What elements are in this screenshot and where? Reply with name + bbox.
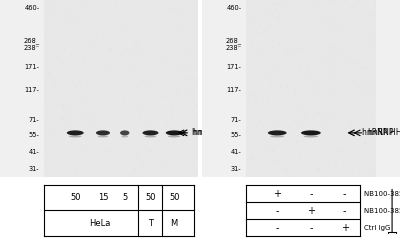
Ellipse shape [121,135,128,138]
Text: 31-: 31- [29,166,40,172]
Text: 55-: 55- [231,132,242,138]
Text: -: - [309,223,313,233]
Text: -: - [343,189,346,199]
Text: 50: 50 [169,193,180,202]
Bar [246,0,376,177]
Text: 71-: 71- [231,117,242,123]
Text: 50: 50 [145,193,156,202]
Bar [44,0,198,177]
Text: 50: 50 [70,193,80,202]
Ellipse shape [168,135,180,138]
Text: M: M [171,219,178,228]
Text: NB100-385 - 3: NB100-385 - 3 [364,208,400,214]
Text: +: + [340,223,348,233]
Ellipse shape [67,130,84,135]
Ellipse shape [166,130,183,135]
Ellipse shape [270,135,284,138]
Text: hnRNP H: hnRNP H [193,128,227,137]
Ellipse shape [98,135,108,138]
Ellipse shape [142,130,158,135]
Text: 171-: 171- [25,64,40,70]
Text: 117-: 117- [227,87,242,93]
Text: 15: 15 [98,193,108,202]
Text: 41-: 41- [29,149,40,156]
Text: -: - [276,206,279,216]
Text: 31-: 31- [231,166,242,172]
Text: hnRNP H: hnRNP H [192,128,226,137]
Text: 5: 5 [122,193,127,202]
Text: 171-: 171- [227,64,242,70]
Ellipse shape [96,130,110,135]
Text: 268_: 268_ [24,37,40,44]
Ellipse shape [120,130,130,135]
Text: Ctrl IgG: Ctrl IgG [364,225,391,231]
Ellipse shape [304,135,318,138]
Text: hnRNP H: hnRNP H [362,128,396,137]
Text: 460-: 460- [24,5,40,11]
Text: 238⁻: 238⁻ [24,45,40,51]
Text: -: - [343,206,346,216]
Text: hnRNP H: hnRNP H [368,128,400,137]
Text: 41-: 41- [231,149,242,156]
Text: HeLa: HeLa [89,219,111,228]
Text: 460-: 460- [226,5,242,11]
Ellipse shape [301,130,321,135]
Ellipse shape [268,130,287,135]
Text: +: + [307,206,315,216]
Text: T: T [148,219,153,228]
Text: 268_: 268_ [226,37,242,44]
Text: -: - [309,189,313,199]
Text: NB100-385 - 2: NB100-385 - 2 [364,191,400,197]
Text: 55-: 55- [29,132,40,138]
Text: -: - [276,223,279,233]
Text: +: + [273,189,281,199]
Ellipse shape [69,135,82,138]
Text: 117-: 117- [25,87,40,93]
Ellipse shape [144,135,156,138]
Text: 238⁻: 238⁻ [226,45,242,51]
Text: 71-: 71- [29,117,40,123]
